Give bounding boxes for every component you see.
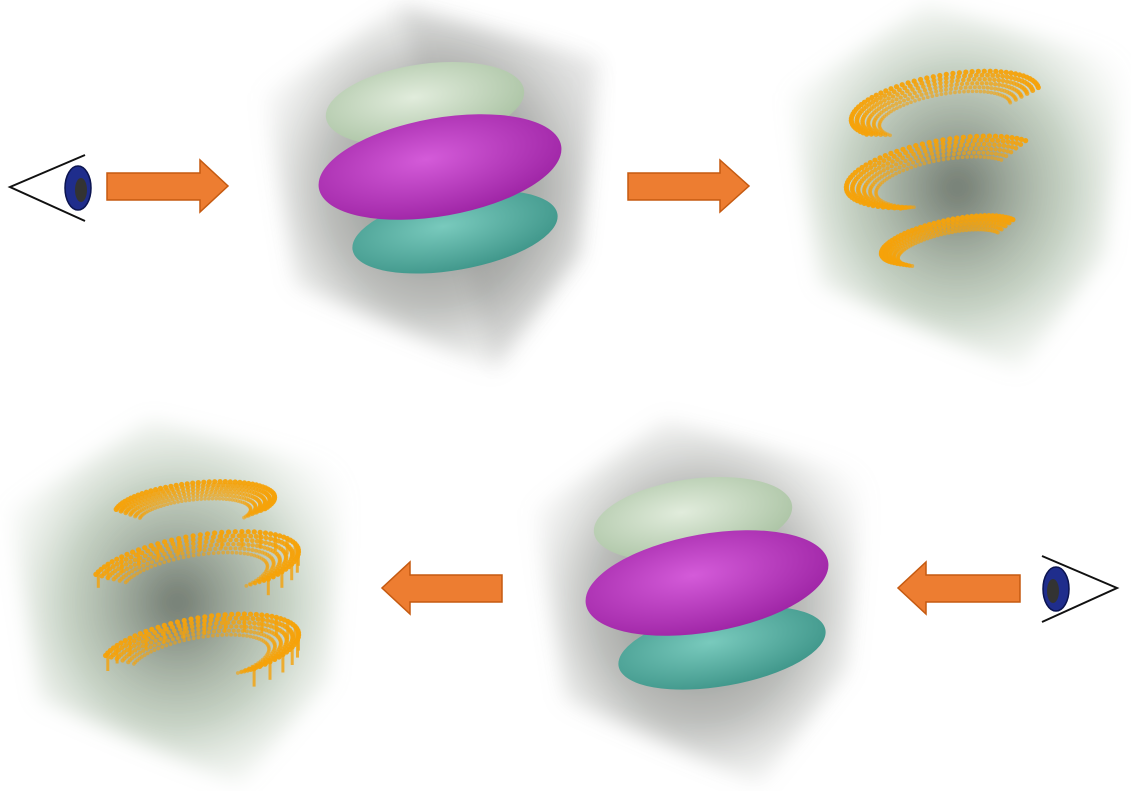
volume-cube-ellipsoids — [535, 420, 865, 785]
arrow-left-icon — [380, 560, 503, 616]
arrow-left-icon — [896, 560, 1021, 616]
eye-icon — [1041, 555, 1120, 623]
eye-icon — [7, 154, 92, 222]
arrow-right-icon — [627, 158, 751, 214]
arrow-right-icon — [106, 158, 230, 214]
surface-point-cloud — [93, 479, 302, 687]
ellipsoid-middle — [585, 530, 829, 636]
volume-cube-surface-points — [10, 420, 345, 785]
surface-point-cloud — [843, 68, 1041, 268]
ellipsoid-middle — [318, 114, 562, 220]
volume-cube-surface-points — [790, 5, 1125, 370]
volume-cube-ellipsoids — [265, 5, 600, 370]
